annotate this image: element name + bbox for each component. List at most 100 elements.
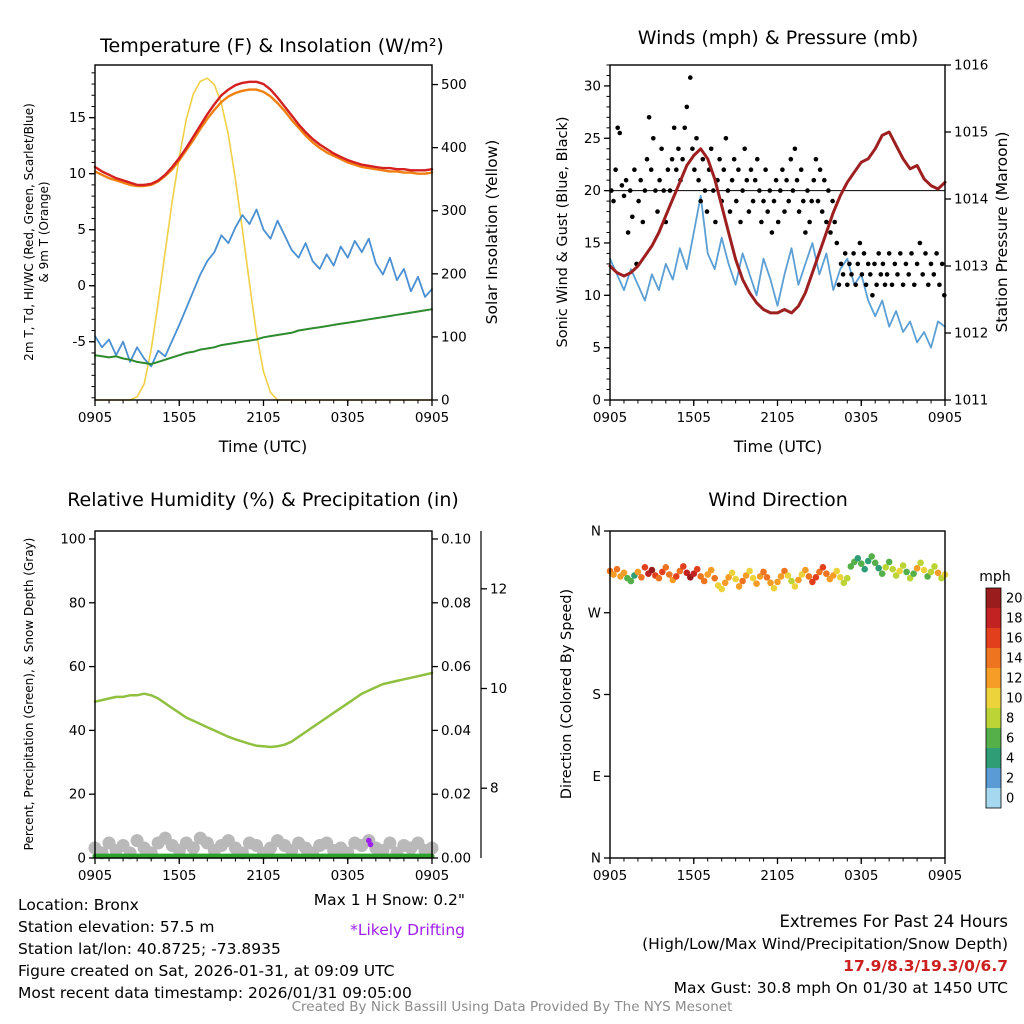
y-tick-label: 500	[441, 77, 467, 93]
x-tick-label: 0305	[331, 410, 365, 426]
y-tick-label: 40	[69, 723, 86, 739]
info-created: Figure created on Sat, 2026-01-31, at 09…	[18, 962, 395, 980]
chart-temperature_insolation: 0905 1505 2105 0305 0905 -5 0 5 10 15 0 100 200 300 40…	[22, 35, 501, 456]
info-latlon: Station lat/lon: 40.8725; -73.8935	[18, 940, 281, 958]
legend-swatch	[986, 668, 1001, 688]
info-location: Location: Bronx	[18, 896, 139, 914]
max-snow-note: Max 1 H Snow: 0.2"	[313, 891, 465, 909]
y-tick-label: 1011	[954, 393, 988, 409]
legend-swatch	[986, 788, 1001, 808]
chart-rh_precip: 0905 1505 2105 0305 09050204060801000.000.02…	[22, 489, 507, 884]
x-tick-label: 1505	[162, 868, 196, 884]
y-tick-label: 30	[584, 78, 601, 94]
y-tick-label: 0	[441, 393, 450, 409]
y-tick-label: 15	[584, 235, 601, 251]
y-tick-label: 20	[584, 183, 601, 199]
legend-swatch	[986, 648, 1001, 668]
credit-footer: Created By Nick Bassill Using Data Provi…	[291, 999, 733, 1015]
extremes-values: 17.9/8.3/19.3/0/6.7	[843, 957, 1008, 975]
chart-winds_pressure: 0905 1505 2105 0305 090505101520253010111012…	[555, 27, 1011, 456]
x-tick-label: 0905	[928, 410, 962, 426]
y-tick-label: N	[591, 524, 601, 540]
legend-swatch	[986, 768, 1001, 788]
y-tick-label: 0.02	[441, 787, 471, 803]
y-tick-label: 1015	[954, 125, 988, 141]
y-tick-label: 0.00	[441, 851, 471, 867]
legend-swatch	[986, 588, 1001, 608]
x-tick-label: 1505	[162, 410, 196, 426]
info-elevation: Station elevation: 57.5 m	[18, 918, 215, 936]
x-axis-label: Time (UTC)	[218, 437, 307, 456]
y-axis-label: 2m T, Td, HI/WC (Red, Green, Scarlet/Blu…	[22, 103, 36, 361]
legend-label: 20+	[1006, 592, 1024, 607]
chart-title: Wind Direction	[708, 489, 848, 511]
chart-title: Temperature (F) & Insolation (W/m²)	[99, 35, 444, 57]
legend-label: 8	[1006, 712, 1014, 727]
y-tick-label: 15	[69, 110, 86, 126]
y-tick-label: 0	[77, 278, 86, 294]
series-temp_9m	[93, 88, 434, 188]
x-tick-label: 0905	[78, 868, 112, 884]
legend-swatch	[986, 728, 1001, 748]
y-tick-label: 25	[584, 131, 601, 147]
y-tick-label: 100	[441, 329, 467, 345]
y-tick-label: 1014	[954, 192, 988, 208]
x-tick-label: 2105	[760, 868, 794, 884]
series-pressure	[608, 130, 947, 315]
x-tick-label: 2105	[760, 410, 794, 426]
y-tick-label: 0.08	[441, 595, 471, 611]
y-tick-label: 100	[60, 531, 86, 547]
legend-label: 12	[1006, 672, 1023, 687]
y-axis-label-right: Station Pressure (Maroon)	[993, 132, 1011, 333]
y-tick-label: 10	[69, 166, 86, 182]
likely-drifting-note: *Likely Drifting	[350, 921, 465, 939]
y-tick-label: 0.06	[441, 659, 471, 675]
extremes-title: Extremes For Past 24 Hours	[779, 912, 1008, 931]
y-tick-label: 5	[592, 340, 601, 356]
y-axis-label: Direction (Colored By Speed)	[559, 589, 575, 799]
y-tick-label: 10	[584, 288, 601, 304]
x-tick-label: 2105	[246, 868, 280, 884]
chart-title: Winds (mph) & Pressure (mb)	[638, 27, 919, 49]
y-axis-label: Sonic Wind & Gust (Blue, Black)	[555, 117, 571, 348]
legend-label: 18	[1006, 612, 1023, 627]
y-tick-label: 0.10	[441, 531, 471, 547]
legend-label: 0	[1006, 792, 1014, 807]
legend-label: 6	[1006, 732, 1014, 747]
x-tick-label: 0305	[844, 410, 878, 426]
series-direction	[606, 553, 949, 593]
y-tick-label: 300	[441, 203, 467, 219]
legend-label: 14	[1006, 652, 1023, 667]
y-tick-label: E	[592, 769, 601, 785]
y-axis-label: & 9m T (Orange)	[37, 181, 51, 282]
info-timestamp: Most recent data timestamp: 2026/01/31 0…	[18, 984, 412, 1002]
legend-label: 16	[1006, 632, 1023, 647]
y-tick-label: 200	[441, 266, 467, 282]
y-tick-label: 400	[441, 140, 467, 156]
y-tick-label: 60	[69, 659, 86, 675]
x-tick-label: 1505	[677, 410, 711, 426]
x-tick-label: 0905	[415, 868, 449, 884]
legend-label: 2	[1006, 772, 1014, 787]
x-tick-label: 0905	[593, 868, 627, 884]
station-info: Location: Bronx Station elevation: 57.5 …	[18, 894, 412, 1004]
y-tick-label: 20	[69, 787, 86, 803]
y-tick-label: 12	[490, 581, 507, 597]
x-tick-label: 2105	[246, 410, 280, 426]
series-dewpoint	[94, 308, 433, 366]
series-sonic_wind	[609, 195, 946, 349]
x-tick-label: 1505	[677, 868, 711, 884]
legend-swatch	[986, 688, 1001, 708]
x-tick-label: 0905	[78, 410, 112, 426]
y-axis-label-right: Solar Insolation (Yellow)	[483, 140, 501, 325]
series-wind_chill	[94, 208, 433, 368]
legend-label: 10	[1006, 692, 1023, 707]
y-tick-label: 0.04	[441, 723, 471, 739]
y-tick-label: 1016	[954, 58, 988, 74]
legend-swatch	[986, 748, 1001, 768]
y-tick-label: N	[591, 851, 601, 867]
y-tick-label: 1012	[954, 326, 988, 342]
y-tick-label: 0	[592, 393, 601, 409]
series-rh	[93, 671, 434, 749]
